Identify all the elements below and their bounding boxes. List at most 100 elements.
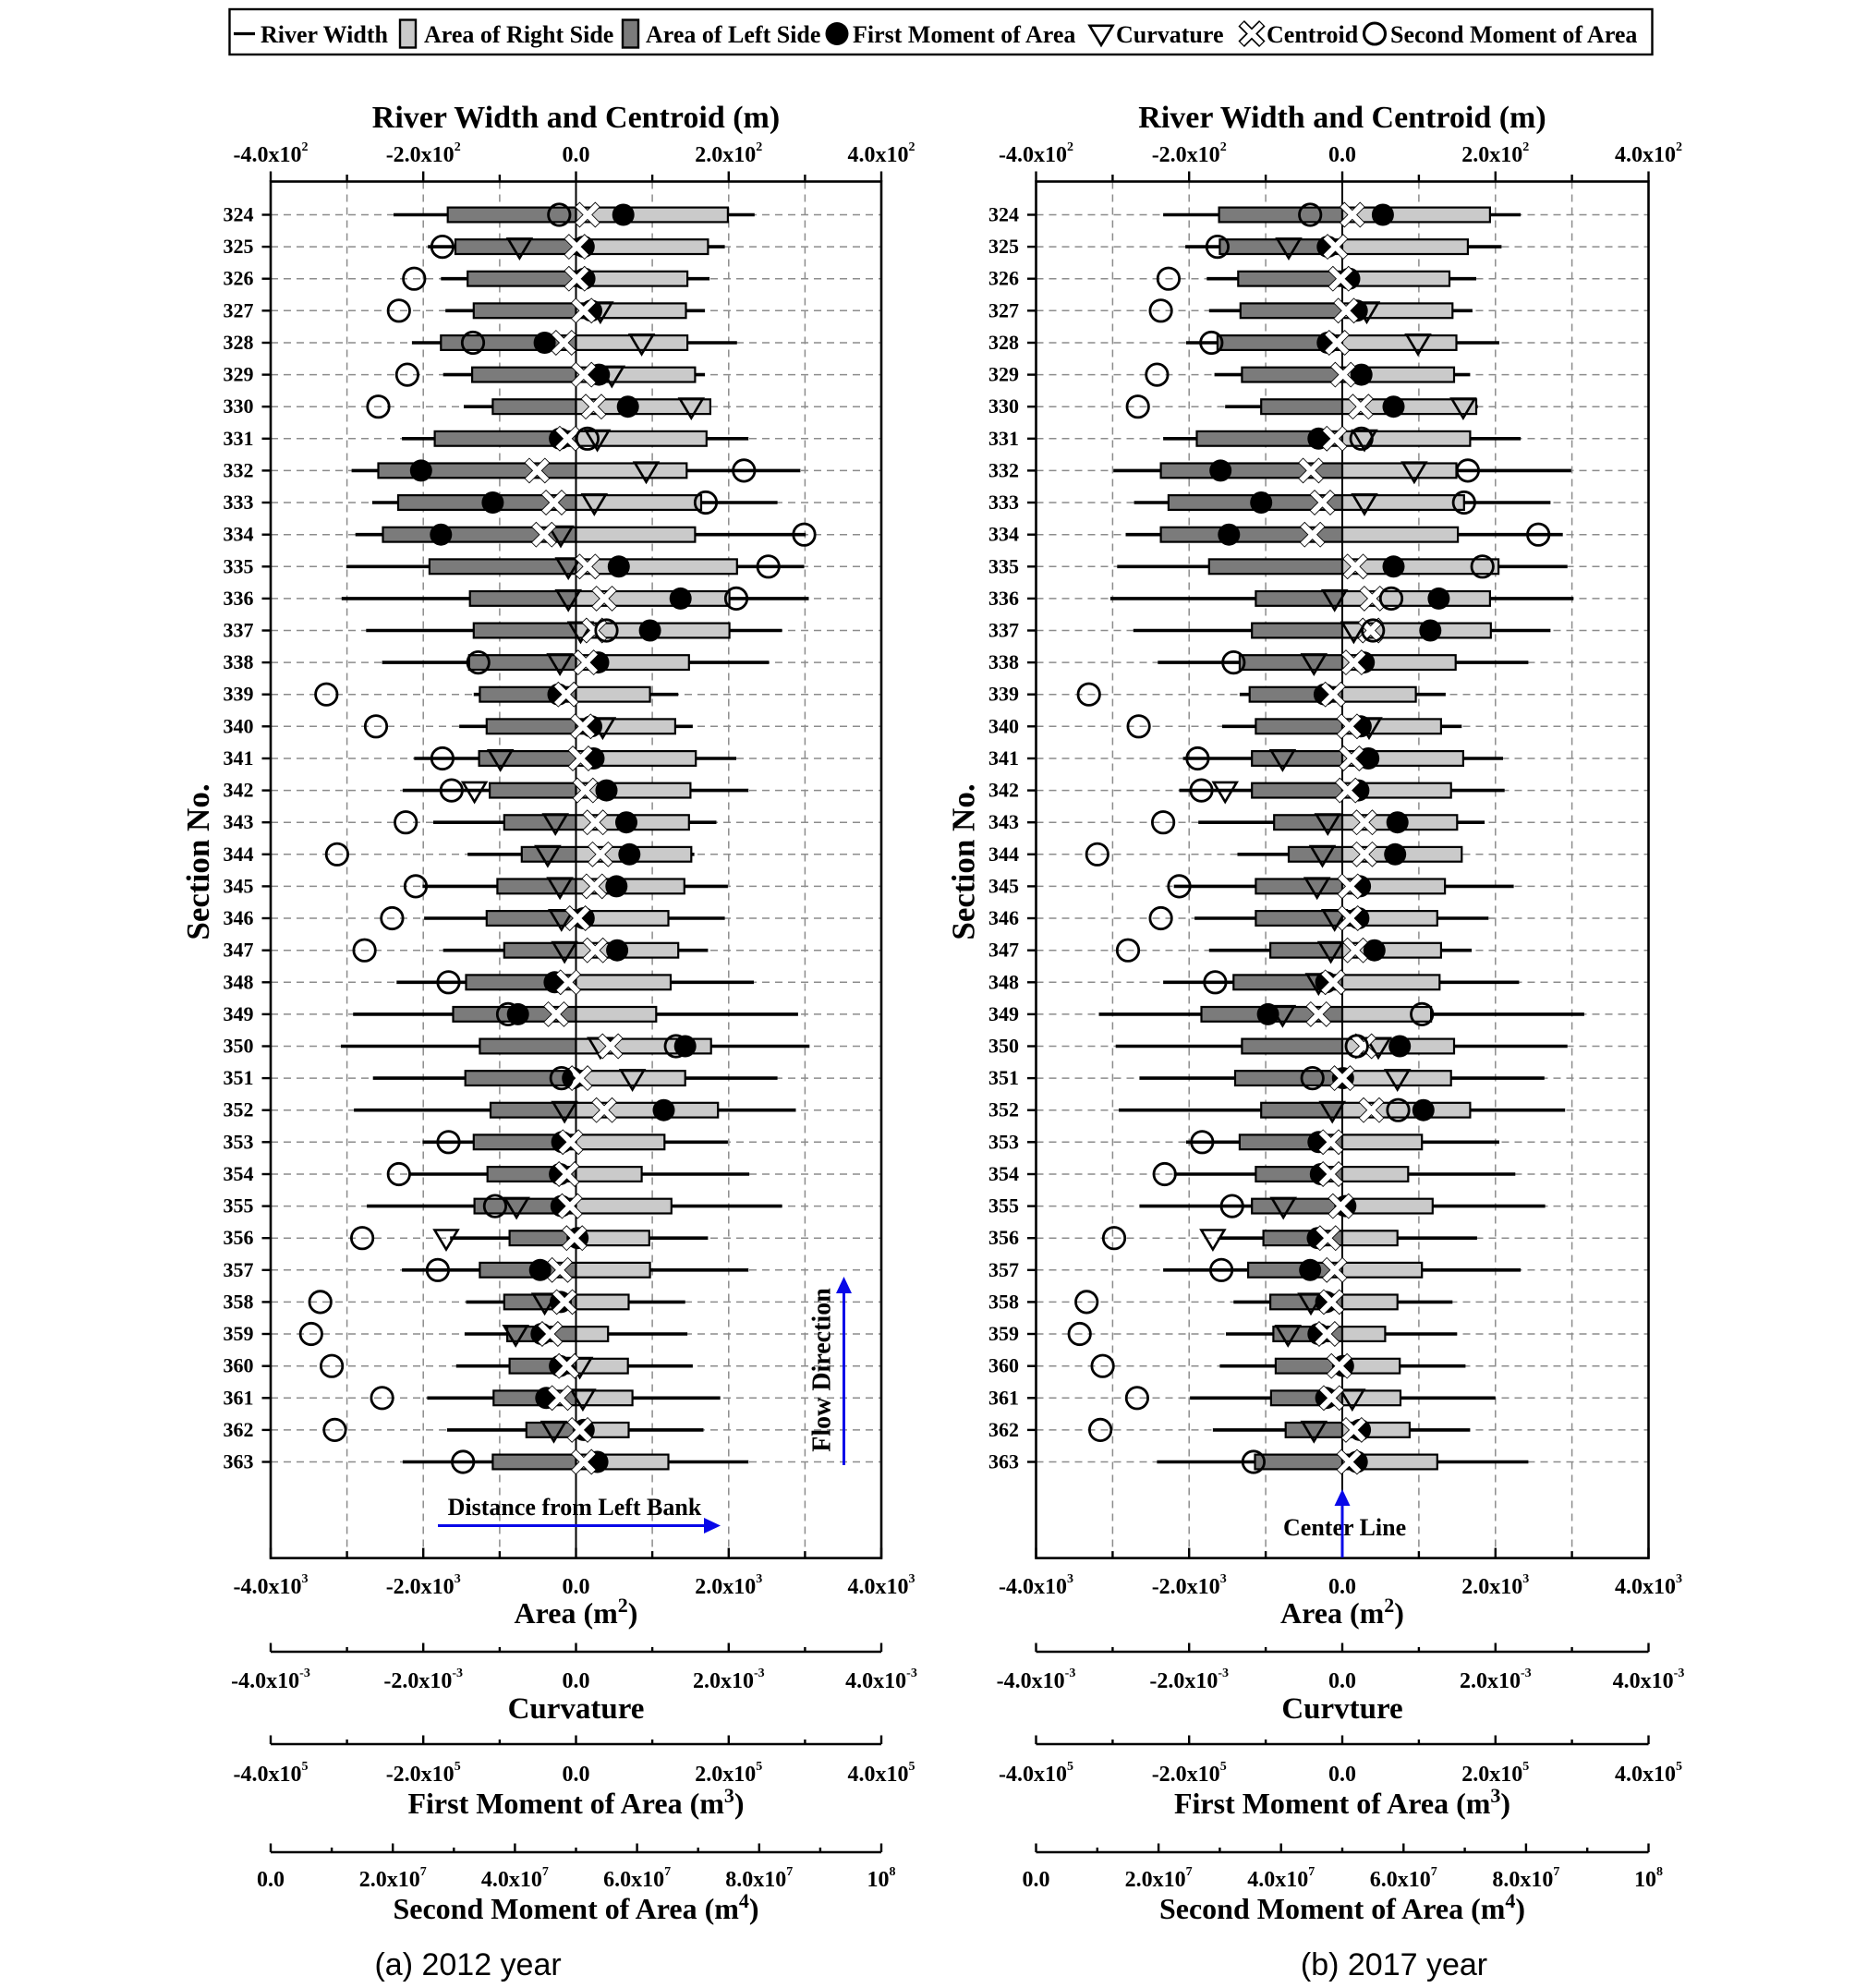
svg-text:348: 348 <box>224 970 254 993</box>
svg-text:353: 353 <box>224 1130 254 1153</box>
svg-text:363: 363 <box>988 1450 1019 1473</box>
svg-text:-2.0x105: -2.0x105 <box>386 1760 461 1787</box>
svg-text:362: 362 <box>988 1418 1019 1441</box>
svg-text:363: 363 <box>224 1450 254 1473</box>
svg-text:-2.0x10-3: -2.0x10-3 <box>383 1667 463 1693</box>
svg-text:341: 341 <box>224 746 254 770</box>
svg-text:0.0: 0.0 <box>257 1868 285 1892</box>
svg-text:0.0: 0.0 <box>563 1575 590 1599</box>
svg-text:352: 352 <box>988 1098 1019 1121</box>
svg-text:Section No.: Section No. <box>180 783 216 939</box>
svg-text:0.0: 0.0 <box>1328 1763 1356 1787</box>
svg-text:344: 344 <box>224 842 254 866</box>
svg-text:326: 326 <box>224 267 254 290</box>
svg-text:332: 332 <box>988 458 1019 481</box>
svg-text:0.0: 0.0 <box>563 143 590 167</box>
svg-text:358: 358 <box>224 1290 254 1313</box>
svg-text:327: 327 <box>224 298 254 321</box>
svg-text:329: 329 <box>224 363 254 386</box>
svg-text:0.0: 0.0 <box>1328 1575 1356 1599</box>
svg-text:337: 337 <box>988 619 1019 642</box>
svg-text:351: 351 <box>988 1066 1019 1089</box>
svg-text:2.0x103: 2.0x103 <box>695 1572 762 1599</box>
svg-text:4.0x103: 4.0x103 <box>848 1572 915 1599</box>
svg-text:346: 346 <box>988 906 1019 929</box>
svg-text:330: 330 <box>224 394 254 418</box>
svg-text:2.0x107: 2.0x107 <box>359 1865 427 1892</box>
svg-text:Area (m2): Area (m2) <box>515 1594 638 1630</box>
svg-text:324: 324 <box>988 203 1019 226</box>
svg-text:2.0x105: 2.0x105 <box>1461 1760 1529 1787</box>
svg-text:336: 336 <box>224 587 254 610</box>
svg-text:4.0x102: 4.0x102 <box>1615 140 1682 167</box>
svg-text:Flow Direction: Flow Direction <box>808 1288 837 1452</box>
svg-text:(a) 2012 year: (a) 2012 year <box>374 1947 561 1982</box>
svg-text:340: 340 <box>224 714 254 737</box>
svg-text:337: 337 <box>224 619 254 642</box>
svg-text:347: 347 <box>988 939 1019 962</box>
svg-text:358: 358 <box>988 1290 1019 1313</box>
svg-text:347: 347 <box>224 939 254 962</box>
svg-text:4.0x107: 4.0x107 <box>1247 1865 1315 1892</box>
svg-text:-4.0x105: -4.0x105 <box>999 1760 1073 1787</box>
svg-text:355: 355 <box>224 1194 254 1218</box>
svg-text:344: 344 <box>988 842 1019 866</box>
svg-text:336: 336 <box>988 587 1019 610</box>
svg-text:339: 339 <box>224 683 254 706</box>
svg-text:0.0: 0.0 <box>563 1763 590 1787</box>
svg-text:-2.0x10-3: -2.0x10-3 <box>1149 1667 1229 1693</box>
svg-text:343: 343 <box>224 810 254 833</box>
svg-text:326: 326 <box>988 267 1019 290</box>
svg-text:(b) 2017 year: (b) 2017 year <box>1301 1947 1487 1982</box>
svg-text:Area (m2): Area (m2) <box>1280 1594 1404 1630</box>
svg-text:361: 361 <box>988 1386 1019 1409</box>
svg-text:355: 355 <box>988 1194 1019 1218</box>
svg-text:341: 341 <box>988 746 1019 770</box>
svg-text:356: 356 <box>988 1226 1019 1249</box>
svg-text:Distance from Left Bank: Distance from Left Bank <box>448 1494 702 1521</box>
svg-text:-2.0x103: -2.0x103 <box>1152 1572 1227 1599</box>
svg-text:343: 343 <box>988 810 1019 833</box>
svg-text:325: 325 <box>224 235 254 258</box>
svg-text:330: 330 <box>988 394 1019 418</box>
svg-text:River Width and Centroid (m): River Width and Centroid (m) <box>1138 101 1546 135</box>
svg-text:4.0x103: 4.0x103 <box>1615 1572 1682 1599</box>
svg-text:First Moment of Area (m3): First Moment of Area (m3) <box>407 1784 744 1820</box>
svg-text:-4.0x10-3: -4.0x10-3 <box>997 1667 1076 1693</box>
svg-text:328: 328 <box>224 331 254 354</box>
svg-text:346: 346 <box>224 906 254 929</box>
svg-text:4.0x105: 4.0x105 <box>1615 1760 1682 1787</box>
svg-text:356: 356 <box>224 1226 254 1249</box>
svg-text:362: 362 <box>224 1418 254 1441</box>
svg-text:333: 333 <box>988 491 1019 514</box>
svg-text:351: 351 <box>224 1066 254 1089</box>
svg-text:2.0x102: 2.0x102 <box>1461 140 1529 167</box>
svg-text:340: 340 <box>988 714 1019 737</box>
svg-text:324: 324 <box>224 203 254 226</box>
svg-text:-2.0x102: -2.0x102 <box>386 140 461 167</box>
svg-text:361: 361 <box>224 1386 254 1409</box>
svg-text:2.0x102: 2.0x102 <box>695 140 762 167</box>
svg-text:-4.0x102: -4.0x102 <box>234 140 309 167</box>
svg-text:345: 345 <box>988 874 1019 897</box>
svg-text:357: 357 <box>988 1258 1019 1281</box>
svg-text:327: 327 <box>988 298 1019 321</box>
svg-text:0.0: 0.0 <box>1328 1669 1356 1693</box>
svg-text:350: 350 <box>224 1035 254 1058</box>
svg-text:2.0x10-3: 2.0x10-3 <box>1460 1667 1532 1693</box>
svg-text:Area of Left Side: Area of Left Side <box>646 21 820 48</box>
svg-text:4.0x10-3: 4.0x10-3 <box>845 1667 917 1693</box>
svg-text:0.0: 0.0 <box>1328 143 1356 167</box>
svg-text:0.0: 0.0 <box>563 1669 590 1693</box>
svg-text:359: 359 <box>224 1322 254 1345</box>
svg-text:Second Moment of Area: Second Moment of Area <box>1390 21 1637 48</box>
svg-text:4.0x10-3: 4.0x10-3 <box>1613 1667 1685 1693</box>
svg-text:334: 334 <box>988 523 1019 546</box>
svg-text:342: 342 <box>988 779 1019 802</box>
svg-text:360: 360 <box>224 1354 254 1377</box>
svg-text:331: 331 <box>224 427 254 450</box>
svg-text:2.0x10-3: 2.0x10-3 <box>693 1667 765 1693</box>
svg-text:331: 331 <box>988 427 1019 450</box>
svg-text:Centroid: Centroid <box>1267 21 1359 48</box>
svg-text:2.0x103: 2.0x103 <box>1461 1572 1529 1599</box>
